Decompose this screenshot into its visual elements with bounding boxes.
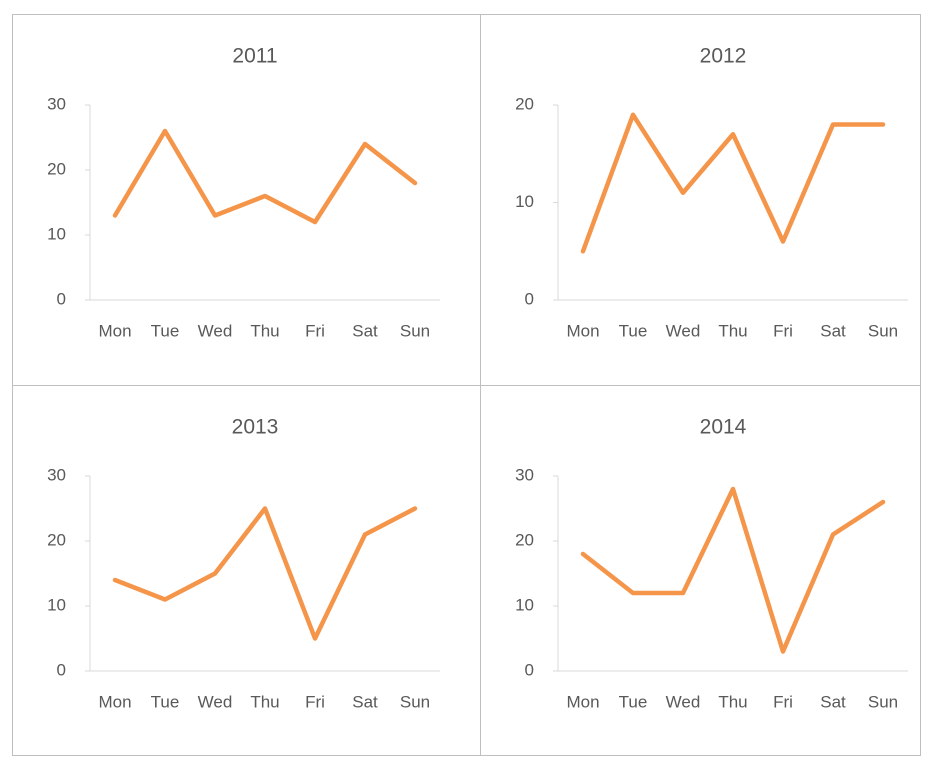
x-tick-label: Tue [619, 692, 648, 711]
x-tick-label: Sat [352, 321, 378, 340]
x-tick-label: Fri [305, 692, 325, 711]
line-series [112, 128, 418, 225]
x-tick-label: Wed [666, 692, 701, 711]
y-tick-label: 20 [47, 159, 66, 178]
panel-border [480, 385, 921, 756]
x-tick-label: Sat [352, 692, 378, 711]
y-tick-label: 0 [57, 660, 66, 679]
x-tick-label: Fri [773, 692, 793, 711]
line-series [580, 486, 886, 654]
line-series [112, 506, 418, 641]
y-tick-label: 30 [47, 94, 66, 113]
y-tick-label: 10 [515, 192, 534, 211]
y-tick-label: 30 [47, 465, 66, 484]
y-tick-label: 0 [525, 289, 534, 308]
x-tick-label: Tue [151, 321, 180, 340]
x-tick-label: Wed [198, 692, 233, 711]
y-tick-label: 0 [57, 289, 66, 308]
y-tick-label: 30 [515, 465, 534, 484]
x-tick-label: Mon [98, 692, 131, 711]
y-tick-label: 20 [47, 530, 66, 549]
chart-title: 2013 [232, 416, 279, 439]
x-tick-label: Sun [400, 692, 430, 711]
x-tick-label: Mon [98, 321, 131, 340]
x-tick-label: Fri [305, 321, 325, 340]
x-tick-label: Sat [820, 321, 846, 340]
y-tick-label: 0 [525, 660, 534, 679]
y-tick-label: 20 [515, 94, 534, 113]
x-tick-label: Tue [151, 692, 180, 711]
x-tick-label: Wed [198, 321, 233, 340]
x-tick-label: Mon [566, 692, 599, 711]
y-tick-label: 20 [515, 530, 534, 549]
y-tick-label: 10 [515, 595, 534, 614]
x-tick-label: Thu [718, 321, 747, 340]
x-tick-label: Sat [820, 692, 846, 711]
chart-title: 2014 [700, 416, 747, 439]
x-tick-label: Sun [868, 321, 898, 340]
y-tick-label: 10 [47, 224, 66, 243]
line-series [580, 112, 886, 254]
x-tick-label: Tue [619, 321, 648, 340]
x-tick-label: Thu [718, 692, 747, 711]
x-tick-label: Fri [773, 321, 793, 340]
x-tick-label: Sun [868, 692, 898, 711]
x-tick-label: Wed [666, 321, 701, 340]
panel-border [480, 14, 921, 386]
chart-title: 2012 [700, 45, 747, 68]
x-tick-label: Mon [566, 321, 599, 340]
x-tick-label: Thu [250, 692, 279, 711]
x-tick-label: Thu [250, 321, 279, 340]
x-tick-label: Sun [400, 321, 430, 340]
chart-title: 2011 [232, 45, 277, 68]
y-tick-label: 10 [47, 595, 66, 614]
